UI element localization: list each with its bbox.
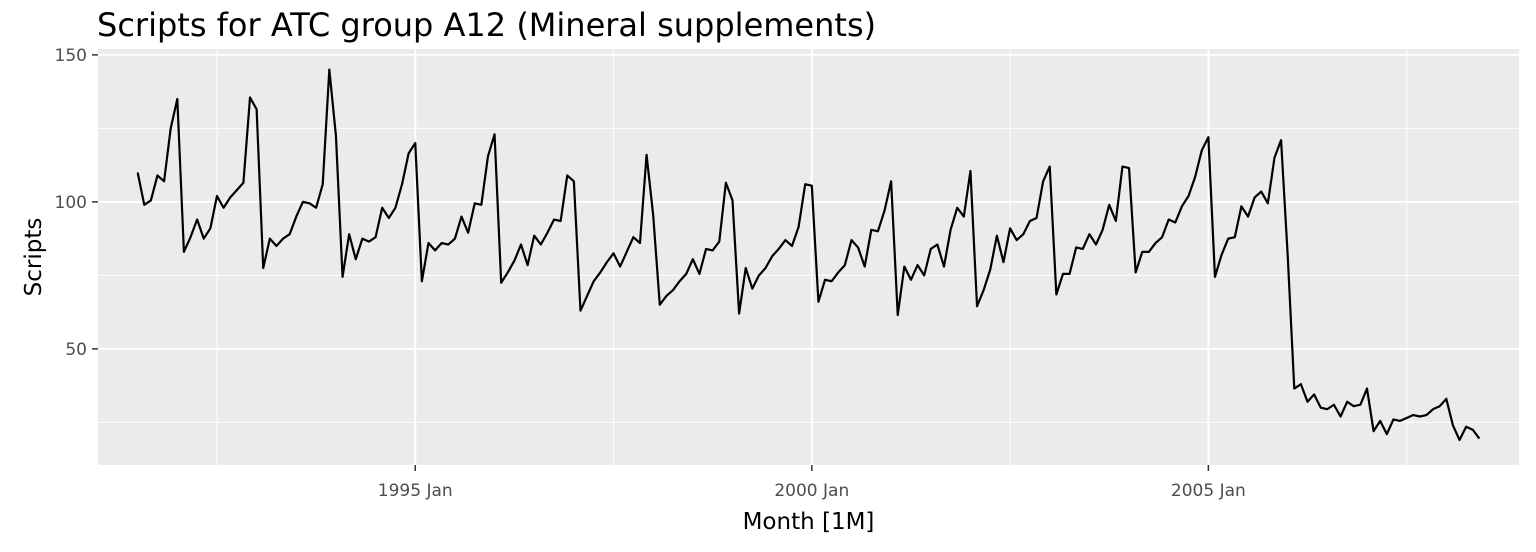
x-tick-label: 2005 Jan: [1171, 481, 1246, 501]
series-line: [136, 68, 1481, 442]
y-tick-label: 100: [55, 193, 87, 213]
plot-panel: [98, 49, 1519, 465]
x-tick-label: 1995 Jan: [378, 481, 453, 501]
chart-title: Scripts for ATC group A12 (Mineral suppl…: [97, 6, 877, 44]
y-axis-title: Scripts: [21, 218, 47, 297]
x-tick-label: 2000 Jan: [774, 481, 849, 501]
x-axis: 1995 Jan 2000 Jan 2005 Jan: [378, 465, 1246, 501]
grid-major: [98, 49, 1519, 465]
y-tick-label: 50: [65, 340, 87, 360]
y-axis: 50 100 150: [55, 46, 98, 360]
x-axis-title: Month [1M]: [743, 509, 875, 535]
y-tick-label: 150: [55, 46, 87, 66]
